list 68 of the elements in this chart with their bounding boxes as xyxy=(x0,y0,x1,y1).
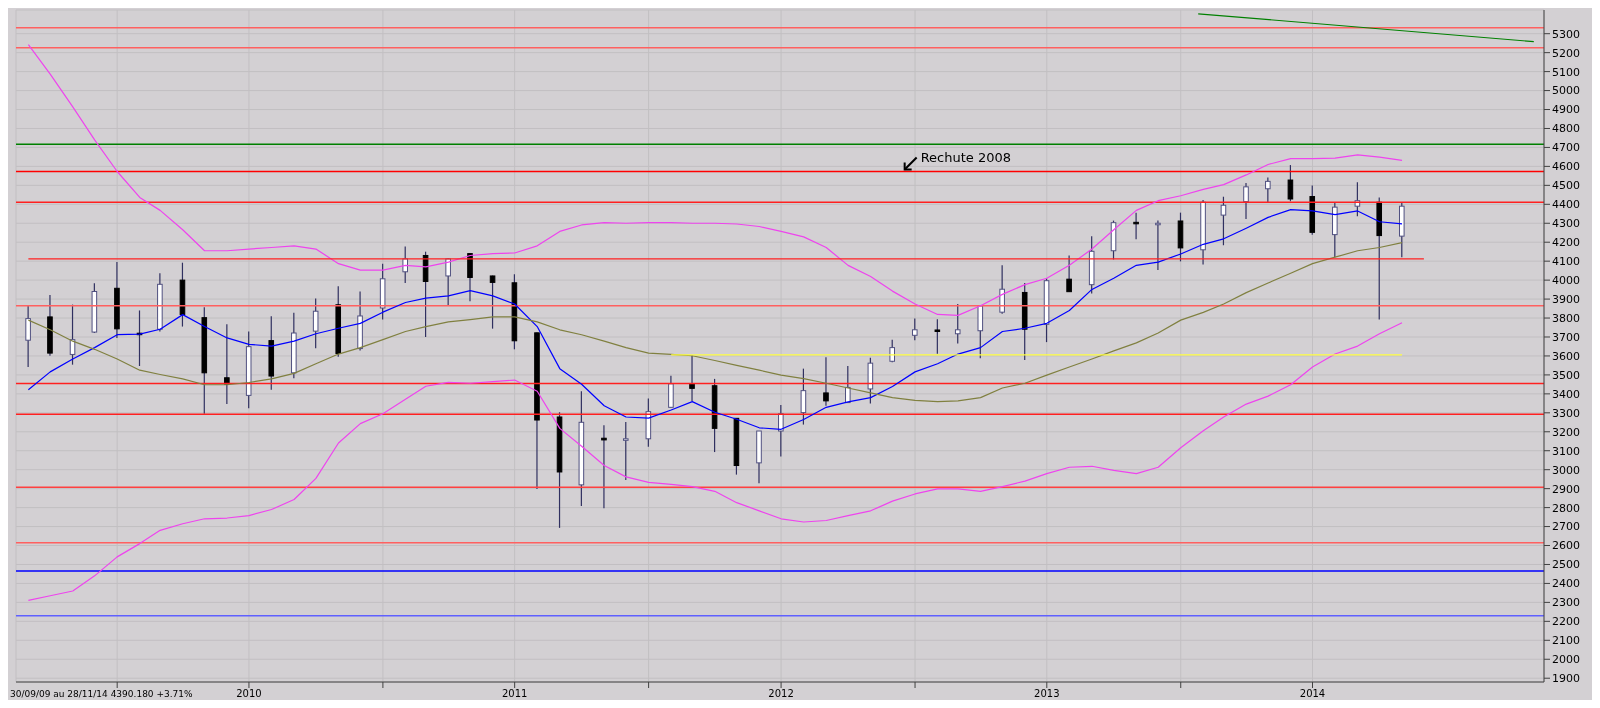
y-tick-label: 3400 xyxy=(1552,387,1580,401)
y-tick-label: 4800 xyxy=(1552,122,1580,136)
x-tick-label: 2012 xyxy=(768,688,794,700)
y-tick-label: 3600 xyxy=(1552,349,1580,363)
y-tick-label: 4700 xyxy=(1552,141,1580,155)
y-tick-label: 5000 xyxy=(1552,84,1580,98)
y-tick-label: 3900 xyxy=(1552,292,1580,306)
x-tick-label: 2014 xyxy=(1299,688,1326,700)
candlestick xyxy=(1287,164,1294,202)
y-tick-label: 2300 xyxy=(1552,596,1580,610)
text: 30/09/09 au 28/11/14 4390.180 +3.71% xyxy=(10,689,193,699)
x-tick-label: 2011 xyxy=(501,688,528,700)
y-tick-label: 2600 xyxy=(1552,539,1580,553)
y-tick-label: 5300 xyxy=(1552,27,1580,41)
candlestick xyxy=(778,404,784,458)
candlestick xyxy=(25,305,31,368)
candlestick xyxy=(689,354,695,402)
y-tick-label: 2200 xyxy=(1552,615,1580,629)
y-tick-label: 4900 xyxy=(1552,103,1580,117)
y-tick-label: 3000 xyxy=(1552,463,1580,477)
y-tick-label: 2900 xyxy=(1552,482,1580,496)
annotation: Rechute 2008 xyxy=(920,149,1012,165)
x-tick-label: 2010 xyxy=(236,688,262,700)
y-tick-label: 3500 xyxy=(1552,368,1580,382)
candlestick xyxy=(800,368,807,426)
line-series xyxy=(27,322,1403,601)
y-tick-label: 5200 xyxy=(1552,46,1580,60)
candlestick xyxy=(1133,212,1139,240)
candlestick xyxy=(823,356,829,407)
x-tick-label: 2013 xyxy=(1034,688,1060,700)
y-tick-label: 4100 xyxy=(1552,255,1580,269)
candlestick xyxy=(1155,220,1161,271)
y-tick-label: 2800 xyxy=(1552,501,1580,515)
candlestick xyxy=(845,365,851,404)
candlestick xyxy=(1265,176,1271,204)
candlestick xyxy=(668,375,674,408)
y-tick-label: 4200 xyxy=(1552,236,1580,250)
candlestick xyxy=(954,303,961,345)
y-tick-label: 3200 xyxy=(1552,425,1580,439)
candlestick xyxy=(999,264,1005,315)
candlestick xyxy=(911,318,918,341)
candlestick xyxy=(312,297,319,349)
y-tick-label: 3300 xyxy=(1552,406,1580,420)
candlestick xyxy=(1066,254,1072,293)
candlestick xyxy=(622,421,629,481)
y-tick-label: 2700 xyxy=(1552,520,1580,534)
y-tick-label: 5100 xyxy=(1552,65,1580,79)
y-tick-label: 2400 xyxy=(1552,577,1580,591)
candlestick xyxy=(489,274,496,330)
y-tick-label: 4400 xyxy=(1552,198,1580,212)
candlestick xyxy=(1243,182,1249,220)
candlestick xyxy=(1220,196,1227,246)
y-tick-label: 3700 xyxy=(1552,330,1580,344)
y-tick-label: 2500 xyxy=(1552,558,1580,572)
y-tick-label: 4300 xyxy=(1552,217,1580,231)
line-series xyxy=(27,241,1403,403)
y-tick-label: 4500 xyxy=(1552,179,1580,193)
candlestick xyxy=(934,318,941,355)
y-tick-label: 4000 xyxy=(1552,274,1580,288)
candlestick xyxy=(467,252,473,302)
candlestick xyxy=(601,424,607,509)
y-tick-label: 3100 xyxy=(1552,444,1580,458)
y-tick-label: 3800 xyxy=(1552,311,1580,325)
line-series xyxy=(27,44,1403,316)
y-tick-label: 1900 xyxy=(1552,672,1580,686)
y-tick-label: 2000 xyxy=(1552,653,1580,667)
y-tick-label: 2100 xyxy=(1552,634,1580,648)
y-tick-label: 4600 xyxy=(1552,160,1580,174)
